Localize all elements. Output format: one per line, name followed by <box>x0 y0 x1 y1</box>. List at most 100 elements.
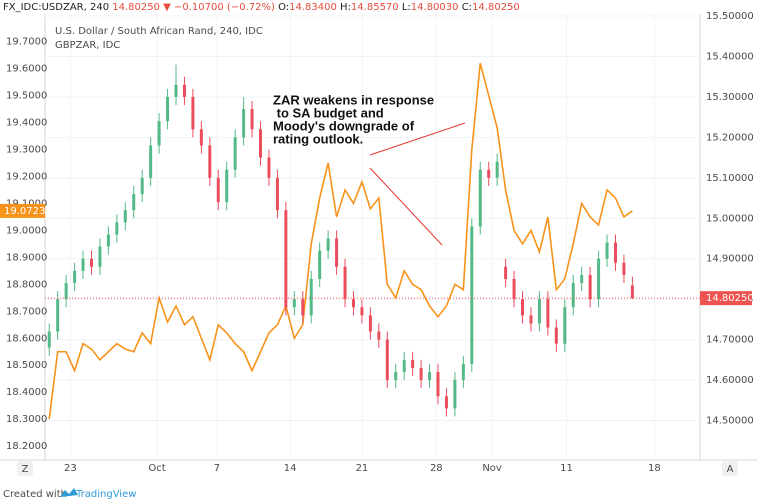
candle-body <box>394 371 398 381</box>
h: 14.85570 <box>351 2 399 13</box>
y2-tick-label: 18.9000 <box>6 252 47 263</box>
y-tick-label: 15.50000 <box>706 11 754 22</box>
y-tick-label: 14.60000 <box>706 375 754 386</box>
c: 14.80250 <box>472 2 520 13</box>
y2-tick-label: 18.3000 <box>6 414 47 425</box>
candle-body <box>275 177 279 211</box>
candle-body <box>123 210 127 223</box>
candle-body <box>487 169 491 178</box>
a-button-label[interactable]: A <box>727 464 734 475</box>
candle-body <box>89 258 93 267</box>
y2-tick-label: 19.0000 <box>6 225 47 236</box>
candle-body <box>622 262 626 275</box>
candle-body <box>149 145 153 178</box>
price-label: 14.80250 <box>706 293 754 304</box>
y2-tick-label: 18.8000 <box>6 279 47 290</box>
x-tick-label: 23 <box>64 463 77 474</box>
annotation-arrow <box>369 122 466 156</box>
x-tick-label: 28 <box>430 463 443 474</box>
y2-tick-label: 19.2000 <box>6 171 47 182</box>
last-value-box <box>0 203 45 218</box>
candle-body <box>191 96 195 130</box>
candle-body <box>554 327 558 344</box>
candle-body <box>428 371 432 381</box>
y2-tick-label: 18.5000 <box>6 360 47 371</box>
candle-body <box>571 282 575 308</box>
candle-body <box>512 278 516 300</box>
footer-prefix: Created with <box>3 489 67 500</box>
candle-body <box>81 258 85 271</box>
candle-body <box>436 371 440 397</box>
candle-body <box>411 359 415 368</box>
y2-tick-label: 18.4000 <box>6 387 47 398</box>
candle-body <box>98 246 102 267</box>
overlay-line <box>48 63 633 420</box>
candle-body <box>259 129 263 158</box>
candle-body <box>233 137 237 170</box>
y-tick-label: 15.00000 <box>706 213 754 224</box>
candle-body <box>326 238 330 251</box>
c-key: C: <box>462 2 472 13</box>
candle-body <box>140 177 144 195</box>
candle-body <box>377 331 381 340</box>
candle-body <box>402 359 406 372</box>
y2-tick-label: 19.7000 <box>6 37 47 48</box>
candle-body <box>470 226 474 364</box>
candle-body <box>495 161 499 178</box>
candle-body <box>478 169 482 227</box>
legend-overlay: GBPZAR, IDC <box>55 40 120 51</box>
o: 14.83400 <box>289 2 337 13</box>
y-tick-label: 14.50000 <box>706 416 754 427</box>
x-tick-label: 11 <box>560 463 573 474</box>
h-key: H: <box>340 2 351 13</box>
annotation-line: to SA budget and <box>273 105 384 120</box>
y-tick-label: 15.10000 <box>706 173 754 184</box>
z-button[interactable] <box>17 461 33 476</box>
candle-body <box>250 109 254 130</box>
candle-body <box>529 315 533 324</box>
candle-body <box>385 339 389 381</box>
o-key: O: <box>278 2 289 13</box>
candle-body <box>225 169 229 203</box>
candle-body <box>284 210 288 308</box>
l: 14.80030 <box>411 2 459 13</box>
candle-body <box>537 299 541 324</box>
x-tick-label: 18 <box>648 463 661 474</box>
candle-body <box>588 274 592 300</box>
candle-body <box>301 299 305 316</box>
y-tick-label: 14.70000 <box>706 335 754 346</box>
annotation-line: Moody's downgrade of <box>273 118 415 133</box>
candle-body <box>360 307 364 316</box>
candle-body <box>242 109 246 138</box>
candle-body <box>64 282 68 300</box>
candle-body <box>56 299 60 332</box>
y-tick-label: 14.90000 <box>706 254 754 265</box>
candle-body <box>368 315 372 332</box>
candle-body <box>292 299 296 308</box>
candle-body <box>335 238 339 267</box>
candle-body <box>157 121 161 146</box>
a-button[interactable] <box>722 461 738 476</box>
last-value-label: 19.0723 <box>4 206 45 217</box>
candle-body <box>580 274 584 283</box>
legend-main: U.S. Dollar / South African Rand, 240, I… <box>55 26 263 37</box>
candle-body <box>343 266 347 300</box>
candle-body <box>166 96 170 122</box>
candle-body <box>630 285 634 299</box>
annotation-arrow <box>369 167 443 246</box>
candle-body <box>597 258 601 300</box>
y2-tick-label: 19.6000 <box>6 64 47 75</box>
annotation-line: rating outlook. <box>273 131 363 146</box>
header: FX_IDC:USDZAR, 240 14.80250 ▼ −0.10700 (… <box>3 2 520 13</box>
y2-tick-label: 19.5000 <box>6 91 47 102</box>
candle-body <box>453 380 457 409</box>
x-tick-label: 21 <box>356 463 369 474</box>
candle-body <box>318 250 322 279</box>
footer-brand[interactable]: TradingView <box>75 489 136 500</box>
candle-body <box>73 270 77 283</box>
candle-body <box>504 266 508 279</box>
z-button-label[interactable]: Z <box>22 464 29 475</box>
candle-body <box>132 194 136 211</box>
change: 14.80250 ▼ −0.10700 (−0.72%) <box>112 2 275 13</box>
